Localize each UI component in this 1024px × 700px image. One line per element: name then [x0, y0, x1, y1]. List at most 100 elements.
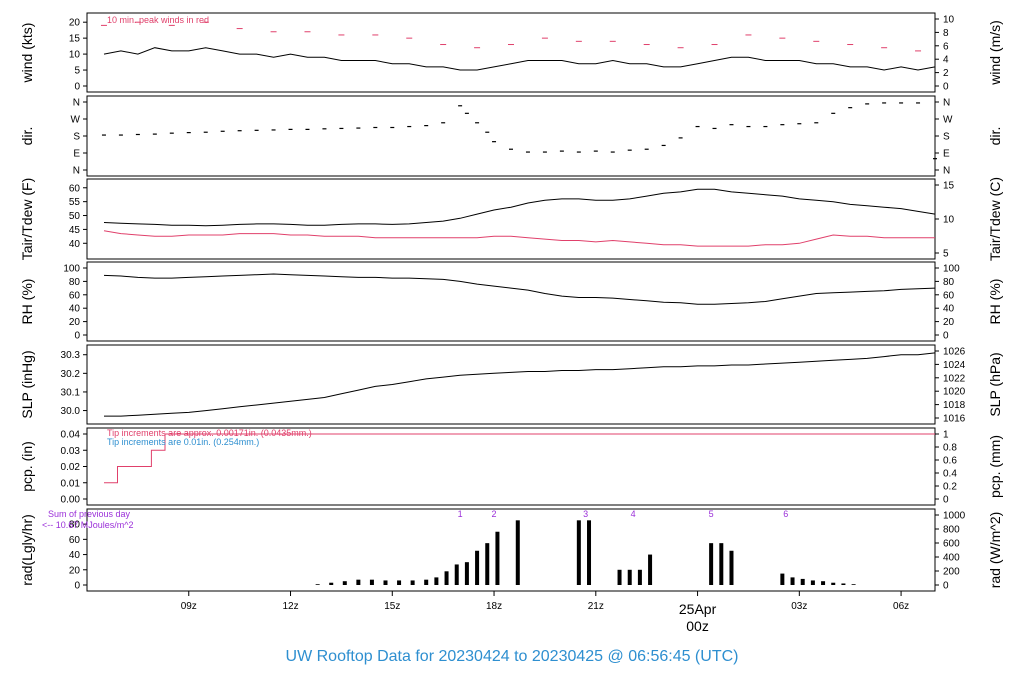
ytick-label-left: 0.04 [61, 430, 81, 441]
ytick-label-left: 100 [63, 264, 80, 275]
ylabel-left-dir: dir. [19, 127, 35, 146]
xtick-label: 09z [181, 601, 197, 612]
rad-bar [329, 582, 334, 585]
ytick-label-right: 15 [943, 181, 955, 192]
panel-frame-slp [86, 344, 936, 425]
ytick-label-right: 1024 [943, 360, 966, 371]
ylabel-right-wind: wind (m/s) [987, 20, 1003, 86]
ytick-label-right: 400 [943, 553, 960, 564]
ylabel-right-dir: dir. [987, 127, 1003, 146]
rad-note-sum: Sum of previous day [48, 509, 131, 519]
series-line-wind-0 [103, 47, 936, 71]
rad-bar [831, 582, 836, 585]
ytick-label-left: 0.00 [61, 495, 81, 506]
ytick-label-right: S [943, 132, 950, 143]
rad-bar [800, 578, 805, 585]
ytick-label-right: N [943, 98, 950, 109]
pcp-note-approx: Tip increments are approx. 0.00171in. (0… [107, 428, 312, 438]
rad-bar [342, 581, 347, 585]
rad-bar [810, 580, 815, 585]
rad-bar [515, 520, 520, 585]
rad-bar [627, 569, 632, 585]
ytick-label-left: 60 [69, 183, 81, 194]
ytick-label-right: 0 [943, 82, 949, 93]
rad-bar [424, 579, 429, 585]
ylabel-left-rh: RH (%) [19, 279, 35, 325]
xtick-label: 15z [384, 601, 400, 612]
panel-frame-rad [86, 508, 936, 592]
series-line-temp-1 [103, 230, 935, 247]
ylabel-right-rh: RH (%) [987, 279, 1003, 325]
rad-bar [356, 579, 361, 585]
ytick-label-left: 45 [69, 225, 81, 236]
wind-annotation: 10 min. peak winds in red [107, 15, 209, 25]
xtick-label: 03z [791, 601, 807, 612]
ytick-label-left: 20 [69, 317, 81, 328]
ytick-label-right: 8 [943, 28, 949, 39]
ytick-label-right: 20 [943, 317, 955, 328]
ytick-label-left: 80 [69, 277, 81, 288]
ytick-label-left: W [71, 115, 81, 126]
ytick-label-left: 0.03 [61, 446, 81, 457]
rad-bar [709, 543, 714, 585]
xtick-day-date: 25Apr [679, 601, 717, 617]
rad-bar [648, 554, 653, 585]
rad-bar [790, 577, 795, 585]
ytick-label-left: 60 [69, 290, 81, 301]
ytick-label-left: 40 [69, 304, 81, 315]
ytick-label-right: 1000 [943, 511, 966, 522]
ytick-label-right: 10 [943, 15, 955, 26]
panel-frame-wind [86, 12, 936, 93]
ytick-label-right: 0.8 [943, 443, 957, 454]
rad-bar [383, 580, 388, 585]
ylabel-left-slp: SLP (inHg) [19, 350, 35, 418]
rad-bar [444, 571, 449, 585]
ytick-label-left: 0 [74, 581, 80, 592]
ytick-label-right: 200 [943, 567, 960, 578]
ytick-label-right: 0 [943, 495, 949, 506]
ytick-label-right: 10 [943, 215, 955, 226]
ytick-label-left: 30.0 [61, 406, 81, 417]
rad-bar [719, 543, 724, 585]
ytick-label-left: 30.1 [61, 387, 81, 398]
ytick-label-left: 40 [69, 550, 81, 561]
xtick-label: 18z [486, 601, 502, 612]
ytick-label-right: 5 [943, 249, 949, 260]
rad-bar [587, 520, 592, 585]
ylabel-left-wind: wind (kts) [19, 23, 35, 84]
ytick-label-right: 1020 [943, 387, 966, 398]
ytick-label-left: 80 [69, 520, 81, 531]
ytick-label-right: 0.2 [943, 482, 957, 493]
rad-bar [780, 573, 785, 585]
xtick-label: 12z [282, 601, 298, 612]
ytick-label-right: 40 [943, 304, 955, 315]
ylabel-right-temp: Tair/Tdew (C) [987, 177, 1003, 261]
chart-title: UW Rooftop Data for 20230424 to 20230425… [285, 648, 739, 665]
ytick-label-right: 1026 [943, 347, 966, 358]
ytick-label-left: 50 [69, 211, 81, 222]
panel-frame-rh [86, 261, 936, 342]
ytick-label-left: 10 [69, 50, 81, 61]
ytick-label-left: 30.3 [61, 350, 81, 361]
rad-bar [397, 580, 402, 585]
rad-marker-label: 3 [583, 509, 588, 519]
panel-frame-dir [86, 95, 936, 177]
ytick-label-right: N [943, 166, 950, 177]
rad-bar [410, 580, 415, 585]
rad-marker-label: 2 [492, 509, 497, 519]
rad-bar [315, 584, 320, 585]
rad-marker-label: 6 [783, 509, 788, 519]
xtick-label: 21z [588, 601, 604, 612]
ytick-label-left: 5 [74, 66, 80, 77]
rad-bar [485, 543, 490, 585]
ytick-label-left: 0 [74, 82, 80, 93]
pcp-note-exact: Tip increments are 0.01in. (0.254mm.) [107, 437, 259, 447]
rad-bar [637, 569, 642, 585]
ytick-label-left: E [73, 149, 80, 160]
ylabel-left-temp: Tair/Tdew (F) [19, 178, 35, 260]
ytick-label-right: 600 [943, 539, 960, 550]
rad-bar [434, 577, 439, 585]
xtick-day-time: 00z [686, 618, 709, 634]
ylabel-right-rad: rad (W/m^2) [987, 512, 1003, 589]
